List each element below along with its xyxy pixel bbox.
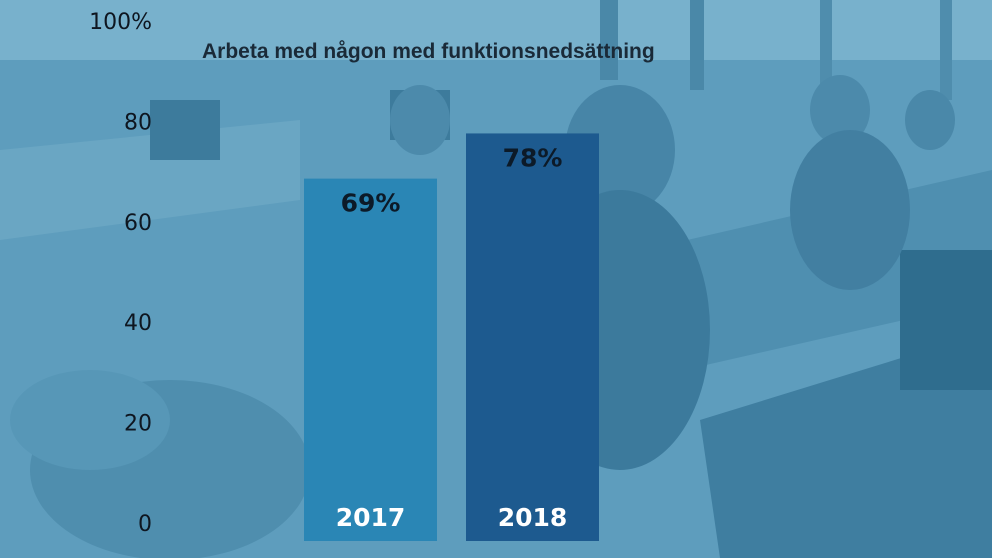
category-label-2017: 2017 xyxy=(336,503,406,532)
y-tick-label: 80 xyxy=(124,110,152,135)
y-tick-label: 60 xyxy=(124,211,152,236)
value-label-2018: 78% xyxy=(503,143,563,172)
value-label-2017: 69% xyxy=(341,189,401,218)
category-label-2018: 2018 xyxy=(498,503,568,532)
y-tick-label: 100% xyxy=(89,10,152,35)
y-tick-label: 40 xyxy=(124,311,152,336)
bar-2018 xyxy=(466,133,599,541)
chart-title: Arbeta med någon med funktionsnedsättnin… xyxy=(202,40,655,63)
y-tick-label: 20 xyxy=(124,412,152,437)
bar-2017 xyxy=(304,178,437,541)
y-tick-label: 0 xyxy=(138,512,152,537)
